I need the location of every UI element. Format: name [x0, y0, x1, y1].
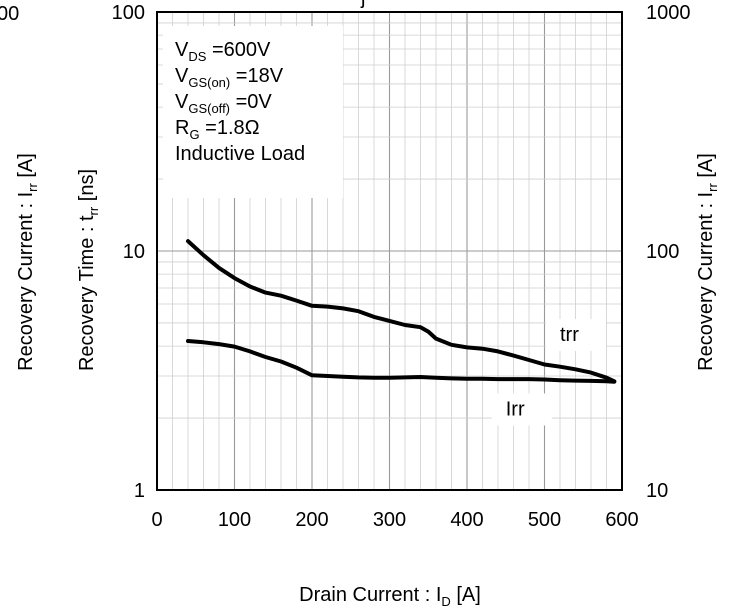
x-tick-label: 200 [295, 509, 328, 531]
top-cut-text: j [360, 0, 365, 9]
series-label: Irr [506, 398, 525, 420]
y-left-outer-axis-label: Recovery Current : Irr [A] [15, 153, 40, 371]
chart-series [186, 239, 617, 384]
chart-ticks: 0 100 200 300 400 500 600 1 10 100 10 100 1000 [112, 2, 691, 531]
condition-line: VGS(on) =18V [175, 65, 284, 90]
condition-line: RG =1.8Ω [175, 117, 260, 142]
y-right-tick-label: 100 [646, 241, 679, 263]
x-tick-label: 500 [528, 509, 561, 531]
left-cut-text: 00 [0, 3, 19, 25]
y-right-tick-label: 1000 [646, 2, 691, 24]
y-left-tick-label: 1 [134, 480, 145, 502]
y-right-axis-label: Recovery Current : Irr [A] [695, 153, 720, 371]
y-left-tick-label: 10 [123, 241, 145, 263]
condition-line: VDS =600V [175, 39, 271, 64]
y-left-axis-label: Recovery Time : trr [ns] [76, 169, 101, 371]
x-tick-label: 600 [605, 509, 638, 531]
series-label-background [491, 393, 552, 426]
x-tick-label: 100 [218, 509, 251, 531]
x-tick-label: 0 [151, 509, 162, 531]
x-axis-label: Drain Current : ID [A] [299, 584, 481, 609]
series-label: trr [560, 324, 579, 346]
plot-frame [156, 11, 623, 491]
condition-line: VGS(off) =0V [175, 91, 272, 116]
y-right-tick-label: 10 [646, 480, 668, 502]
conditions-background [163, 26, 343, 198]
series-line-irr [186, 339, 617, 384]
x-tick-label: 400 [450, 509, 483, 531]
x-tick-label: 300 [373, 509, 406, 531]
series-line-trr [186, 239, 617, 384]
condition-line: Inductive Load [175, 143, 305, 165]
y-left-tick-label: 100 [112, 2, 145, 24]
series-label-background [546, 319, 606, 352]
